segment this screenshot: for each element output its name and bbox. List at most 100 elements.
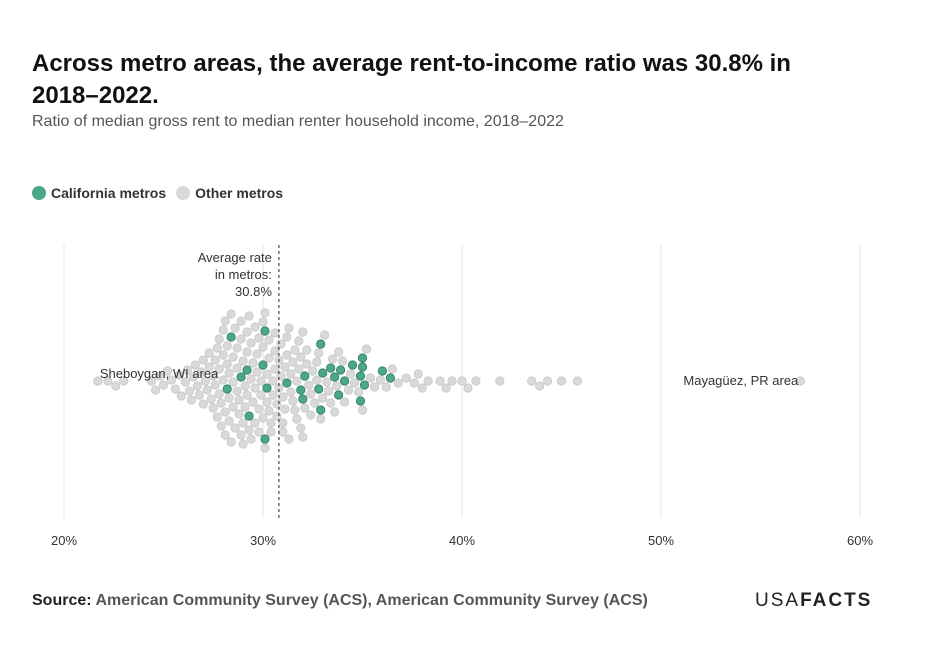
point: [264, 406, 274, 416]
point: [336, 365, 346, 375]
source-text: American Community Survey (ACS), America…: [95, 592, 648, 609]
legend-swatch: [32, 186, 46, 200]
legend-item: Other metros: [176, 185, 283, 201]
point: [300, 371, 310, 381]
logo-bold: FACTS: [800, 590, 873, 611]
point: [258, 413, 268, 423]
point: [174, 370, 185, 380]
point: [316, 405, 326, 415]
point: [228, 352, 238, 362]
point: [409, 378, 419, 388]
point: [226, 437, 236, 447]
point: [288, 396, 298, 406]
point: [244, 411, 254, 421]
point: [208, 403, 218, 413]
point: [196, 367, 206, 377]
point: [276, 371, 286, 381]
point: [268, 376, 278, 386]
average-annotation: in metros:: [215, 267, 272, 282]
point: [463, 383, 473, 393]
point: [292, 414, 302, 424]
point: [286, 387, 296, 397]
point: [286, 369, 296, 379]
point: [447, 376, 457, 386]
point: [256, 376, 266, 386]
point: [355, 371, 366, 381]
point: [188, 372, 198, 382]
point: [222, 384, 232, 394]
point: [236, 372, 246, 382]
point: [202, 385, 212, 395]
point: [264, 353, 274, 363]
point: [162, 366, 173, 376]
point: [359, 380, 370, 390]
point: [294, 364, 304, 374]
point: [302, 359, 312, 369]
point: [182, 365, 192, 375]
point: [232, 343, 242, 353]
point: [238, 356, 248, 366]
point: [234, 395, 244, 405]
logo: USAFACTS: [755, 590, 872, 612]
point: [226, 332, 236, 342]
x-tick-label: 40%: [449, 533, 475, 548]
point: [246, 434, 256, 444]
point: [298, 327, 308, 337]
point: [308, 366, 318, 376]
point: [210, 380, 220, 390]
point: [369, 382, 380, 392]
point: [236, 334, 246, 344]
point: [208, 371, 218, 381]
point: [250, 418, 260, 428]
point: [216, 398, 226, 408]
point: [527, 376, 537, 386]
point: [282, 350, 292, 360]
point: [284, 323, 294, 333]
x-tick-label: 50%: [648, 533, 674, 548]
x-tick-label: 20%: [51, 533, 77, 548]
point: [254, 333, 264, 343]
point: [357, 362, 368, 372]
point: [361, 344, 372, 354]
point: [278, 427, 288, 437]
point: [294, 336, 304, 346]
x-tick-label: 60%: [847, 533, 873, 548]
point: [316, 414, 326, 424]
point: [304, 380, 314, 390]
point: [236, 430, 246, 440]
point: [204, 362, 214, 372]
point: [357, 353, 368, 363]
point: [280, 404, 290, 414]
point: [385, 373, 395, 383]
point: [795, 376, 805, 386]
point: [332, 381, 342, 391]
point: [186, 395, 196, 405]
point: [246, 338, 256, 348]
legend-label: California metros: [51, 185, 167, 201]
point: [326, 363, 336, 373]
point: [324, 386, 334, 396]
point: [180, 377, 190, 387]
point: [296, 352, 306, 362]
point: [236, 316, 246, 326]
point: [423, 376, 433, 386]
legend: California metros Other metros: [32, 185, 283, 201]
point: [244, 425, 254, 435]
point: [306, 410, 316, 420]
point: [242, 347, 252, 357]
point: [272, 411, 282, 421]
point: [234, 409, 244, 419]
point: [282, 378, 292, 388]
point: [146, 376, 157, 386]
point: [212, 412, 222, 422]
point: [345, 369, 356, 379]
point: [387, 364, 397, 374]
point: [256, 390, 266, 400]
point: [194, 390, 204, 400]
point: [328, 354, 338, 364]
point: [111, 381, 121, 391]
point: [262, 397, 272, 407]
legend-swatch: [176, 186, 191, 200]
point: [266, 427, 276, 437]
